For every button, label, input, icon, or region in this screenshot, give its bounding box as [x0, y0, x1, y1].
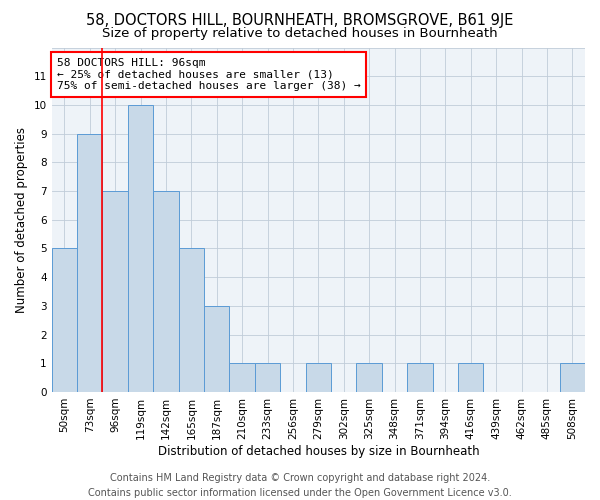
- Bar: [407, 364, 433, 392]
- Y-axis label: Number of detached properties: Number of detached properties: [15, 126, 28, 312]
- Bar: [103, 191, 128, 392]
- Text: 58 DOCTORS HILL: 96sqm
← 25% of detached houses are smaller (13)
75% of semi-det: 58 DOCTORS HILL: 96sqm ← 25% of detached…: [57, 58, 361, 91]
- Bar: [153, 191, 179, 392]
- Text: Size of property relative to detached houses in Bournheath: Size of property relative to detached ho…: [102, 28, 498, 40]
- Bar: [458, 364, 484, 392]
- X-axis label: Distribution of detached houses by size in Bournheath: Distribution of detached houses by size …: [158, 444, 479, 458]
- Bar: [204, 306, 229, 392]
- Text: Contains HM Land Registry data © Crown copyright and database right 2024.
Contai: Contains HM Land Registry data © Crown c…: [88, 472, 512, 498]
- Bar: [52, 248, 77, 392]
- Bar: [179, 248, 204, 392]
- Bar: [128, 105, 153, 392]
- Text: 58, DOCTORS HILL, BOURNHEATH, BROMSGROVE, B61 9JE: 58, DOCTORS HILL, BOURNHEATH, BROMSGROVE…: [86, 12, 514, 28]
- Bar: [560, 364, 585, 392]
- Bar: [77, 134, 103, 392]
- Bar: [255, 364, 280, 392]
- Bar: [356, 364, 382, 392]
- Bar: [305, 364, 331, 392]
- Bar: [229, 364, 255, 392]
